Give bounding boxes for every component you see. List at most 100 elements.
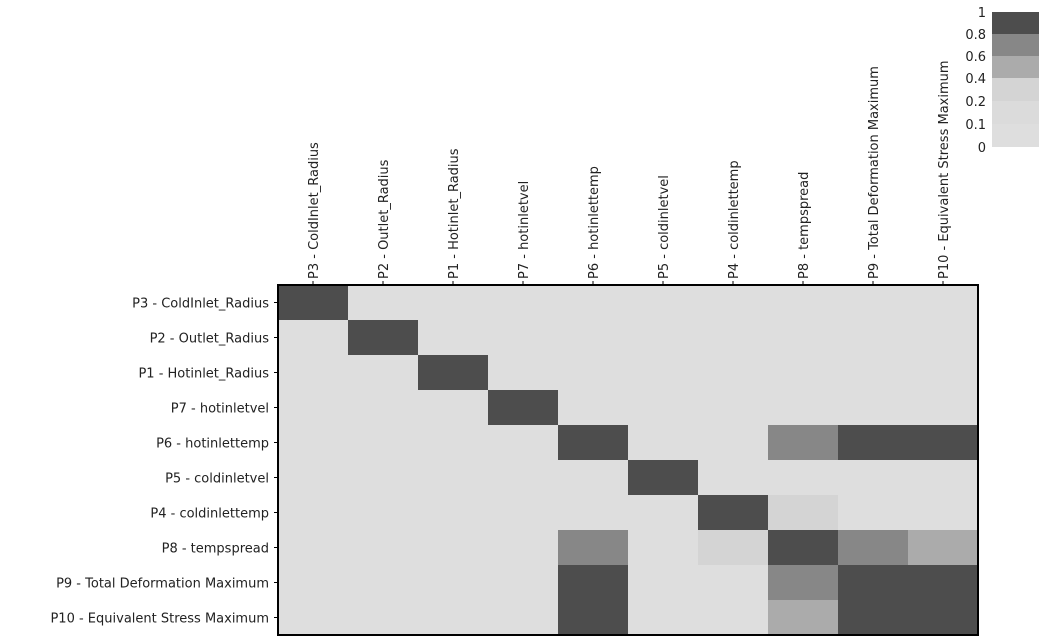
colorbar-tick-label: 1: [978, 6, 986, 21]
heatmap-cell: [348, 600, 418, 635]
row-label: P5 - coldinletvel: [165, 472, 269, 487]
colorbar-legend: 1 0.8 0.6 0.4 0.2 0.1 0: [965, 6, 1039, 156]
column-label: P2 - Outlet_Radius: [377, 159, 392, 279]
column-label: P6 - hotinlettemp: [587, 166, 602, 279]
heatmap-cell: [558, 285, 628, 320]
heatmap-cell: [348, 565, 418, 600]
heatmap-cell: [348, 425, 418, 460]
heatmap-cell: [838, 425, 908, 460]
heatmap-cell: [698, 285, 768, 320]
heatmap-cell: [278, 320, 348, 355]
heatmap-cells: [278, 285, 978, 635]
heatmap-cell: [768, 495, 838, 530]
heatmap-cell: [418, 425, 488, 460]
heatmap-cell: [278, 285, 348, 320]
heatmap-cell: [278, 565, 348, 600]
heatmap-cell: [418, 285, 488, 320]
row-label: P1 - Hotinlet_Radius: [138, 367, 269, 382]
heatmap-cell: [418, 495, 488, 530]
heatmap-cell: [488, 390, 558, 425]
heatmap-cell: [768, 390, 838, 425]
heatmap-cell: [278, 495, 348, 530]
heatmap-cell: [698, 320, 768, 355]
heatmap-cell: [838, 495, 908, 530]
row-label: P9 - Total Deformation Maximum: [56, 577, 269, 592]
heatmap-cell: [838, 285, 908, 320]
heatmap-cell: [278, 530, 348, 565]
colorbar-tick-label: 0.8: [965, 28, 986, 43]
heatmap-cell: [768, 425, 838, 460]
heatmap-cell: [418, 600, 488, 635]
column-labels: P3 - ColdInlet_Radius P2 - Outlet_Radius P…: [307, 60, 952, 285]
column-label: P1 - Hotinlet_Radius: [447, 148, 462, 279]
heatmap-cell: [838, 355, 908, 390]
heatmap-cell: [278, 600, 348, 635]
colorbar-tick-label: 0.6: [965, 50, 986, 65]
heatmap-cell: [558, 355, 628, 390]
colorbar-band: [992, 56, 1039, 78]
row-label: P7 - hotinletvel: [171, 402, 269, 417]
column-label: P4 - coldinlettemp: [727, 160, 742, 279]
column-label: P8 - tempspread: [797, 172, 812, 279]
row-label: P10 - Equivalent Stress Maximum: [50, 612, 269, 627]
heatmap-cell: [628, 320, 698, 355]
heatmap-cell: [418, 460, 488, 495]
heatmap-cell: [698, 425, 768, 460]
heatmap-cell: [488, 530, 558, 565]
heatmap-cell: [418, 390, 488, 425]
heatmap-cell: [768, 320, 838, 355]
row-label: P8 - tempspread: [162, 542, 269, 557]
colorbar-band: [992, 101, 1039, 124]
colorbar-band: [992, 34, 1039, 56]
heatmap-cell: [348, 285, 418, 320]
column-label: P5 - coldinletvel: [657, 175, 672, 279]
heatmap-cell: [558, 530, 628, 565]
heatmap-cell: [278, 460, 348, 495]
row-label: P3 - ColdInlet_Radius: [132, 297, 269, 312]
plot-frame: [277, 284, 979, 636]
heatmap-cell: [488, 565, 558, 600]
column-label: P10 - Equivalent Stress Maximum: [937, 60, 952, 279]
heatmap-cell: [418, 320, 488, 355]
heatmap-cell: [768, 530, 838, 565]
heatmap-cell: [348, 320, 418, 355]
heatmap-cell: [628, 495, 698, 530]
row-label: P4 - coldinlettemp: [150, 507, 269, 522]
heatmap-cell: [628, 460, 698, 495]
heatmap-cell: [278, 390, 348, 425]
colorbar-tick-label: 0.1: [965, 118, 986, 133]
heatmap-cell: [628, 390, 698, 425]
heatmap-cell: [698, 460, 768, 495]
colorbar-band: [992, 12, 1039, 34]
heatmap-cell: [698, 355, 768, 390]
heatmap-cell: [698, 565, 768, 600]
heatmap-cell: [628, 530, 698, 565]
heatmap-cell: [418, 565, 488, 600]
column-label: P7 - hotinletvel: [517, 181, 532, 279]
heatmap-cell: [628, 355, 698, 390]
colorbar-tick-label: 0.4: [965, 72, 986, 87]
heatmap-cell: [628, 600, 698, 635]
heatmap-cell: [558, 320, 628, 355]
heatmap-cell: [908, 495, 978, 530]
heatmap-cell: [348, 390, 418, 425]
heatmap-cell: [768, 565, 838, 600]
colorbar-band: [992, 124, 1039, 147]
heatmap-cell: [908, 565, 978, 600]
heatmap-cell: [768, 355, 838, 390]
heatmap-cell: [418, 530, 488, 565]
heatmap-cell: [908, 600, 978, 635]
heatmap-cell: [348, 495, 418, 530]
heatmap-cell: [838, 460, 908, 495]
heatmap-cell: [488, 285, 558, 320]
colorbar-tick-label: 0.2: [965, 95, 986, 110]
heatmap-cell: [558, 460, 628, 495]
heatmap-cell: [768, 285, 838, 320]
heatmap-cell: [908, 320, 978, 355]
column-label: P3 - ColdInlet_Radius: [307, 142, 322, 279]
heatmap-cell: [558, 425, 628, 460]
heatmap-cell: [348, 530, 418, 565]
heatmap-cell: [628, 565, 698, 600]
heatmap-cell: [488, 600, 558, 635]
heatmap-cell: [418, 355, 488, 390]
